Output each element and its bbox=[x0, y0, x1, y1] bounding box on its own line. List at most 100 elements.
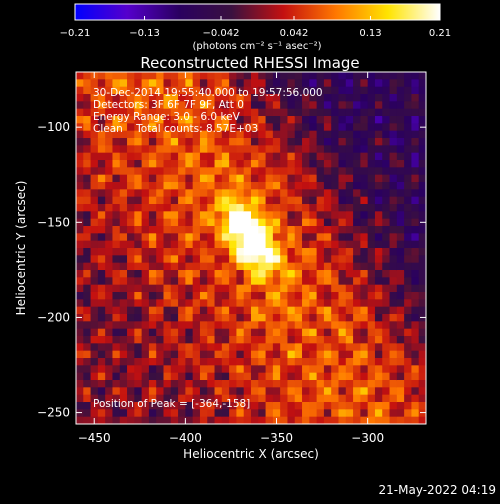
heatmap-cell bbox=[302, 365, 310, 374]
heatmap-cell bbox=[316, 160, 325, 168]
heatmap-cell bbox=[185, 262, 194, 271]
heatmap-cell bbox=[265, 86, 274, 95]
heatmap-cell bbox=[76, 86, 84, 95]
heatmap-cell bbox=[207, 101, 216, 110]
heatmap-cell bbox=[112, 314, 121, 322]
heatmap-cell bbox=[396, 79, 405, 88]
heatmap-cell bbox=[83, 79, 92, 88]
heatmap-cell bbox=[287, 299, 296, 308]
heatmap-cell bbox=[418, 314, 426, 322]
heatmap-cell bbox=[229, 292, 238, 300]
heatmap-cell bbox=[105, 226, 114, 234]
heatmap-cell bbox=[389, 130, 398, 139]
heatmap-cell bbox=[302, 160, 310, 168]
heatmap-cell bbox=[287, 233, 296, 242]
heatmap-cell bbox=[302, 270, 310, 278]
heatmap-cell bbox=[90, 167, 99, 176]
heatmap-cell bbox=[178, 394, 186, 403]
heatmap-cell bbox=[360, 145, 369, 154]
heatmap-cell bbox=[360, 174, 369, 183]
heatmap-cell bbox=[127, 130, 135, 139]
heatmap-cell bbox=[367, 152, 376, 161]
heatmap-cell bbox=[323, 94, 332, 102]
heatmap-cell bbox=[192, 262, 201, 271]
heatmap-cell bbox=[214, 233, 223, 242]
heatmap-cell bbox=[90, 240, 99, 249]
heatmap-cell bbox=[236, 108, 245, 117]
heatmap-cell bbox=[272, 270, 281, 278]
heatmap-cell bbox=[396, 218, 405, 227]
heatmap-cell bbox=[170, 240, 179, 249]
heatmap-cell bbox=[170, 204, 179, 212]
heatmap-cell bbox=[90, 182, 99, 190]
heatmap-cell bbox=[236, 328, 245, 337]
heatmap-cell bbox=[338, 306, 347, 315]
heatmap-cell bbox=[345, 86, 354, 95]
heatmap-cell bbox=[134, 174, 143, 183]
heatmap-cell bbox=[309, 328, 318, 337]
heatmap-cell bbox=[185, 277, 194, 286]
heatmap-cell bbox=[112, 402, 121, 410]
heatmap-cell bbox=[294, 160, 303, 168]
heatmap-cell bbox=[207, 196, 216, 205]
heatmap-cell bbox=[280, 248, 289, 256]
heatmap-cell bbox=[134, 211, 143, 220]
heatmap-cell bbox=[258, 350, 267, 359]
heatmap-cell bbox=[236, 387, 245, 396]
heatmap-cell bbox=[302, 409, 310, 418]
heatmap-cell bbox=[185, 86, 194, 95]
heatmap-cell bbox=[141, 218, 150, 227]
heatmap-cell bbox=[221, 358, 230, 366]
heatmap-cell bbox=[251, 321, 259, 330]
heatmap-cell bbox=[323, 380, 332, 388]
heatmap-cell bbox=[112, 380, 121, 388]
heatmap-cell bbox=[323, 204, 332, 212]
heatmap-cell bbox=[156, 196, 165, 205]
heatmap-cell bbox=[418, 160, 426, 168]
heatmap-cell bbox=[229, 138, 238, 146]
heatmap-cell bbox=[112, 138, 121, 146]
heatmap-cell bbox=[236, 174, 245, 183]
heatmap-cell bbox=[345, 226, 354, 234]
heatmap-cell bbox=[192, 108, 201, 117]
heatmap-cell bbox=[229, 358, 238, 366]
heatmap-cell bbox=[396, 277, 405, 286]
heatmap-cell bbox=[294, 211, 303, 220]
heatmap-cell bbox=[316, 284, 325, 293]
heatmap-cell bbox=[236, 416, 245, 424]
heatmap-cell bbox=[374, 394, 383, 403]
heatmap-cell bbox=[302, 358, 310, 366]
heatmap-cell bbox=[353, 262, 361, 271]
heatmap-cell bbox=[156, 130, 165, 139]
heatmap-cell bbox=[97, 248, 106, 256]
heatmap-cell bbox=[353, 328, 361, 337]
heatmap-cell bbox=[251, 409, 259, 418]
heatmap-cell bbox=[302, 416, 310, 424]
heatmap-cell bbox=[221, 292, 230, 300]
heatmap-cell bbox=[331, 328, 340, 337]
heatmap-cell bbox=[404, 130, 413, 139]
heatmap-cell bbox=[309, 306, 318, 315]
heatmap-cell bbox=[404, 299, 413, 308]
heatmap-cell bbox=[345, 145, 354, 154]
heatmap-cell bbox=[302, 394, 310, 403]
heatmap-cell bbox=[112, 365, 121, 374]
heatmap-cell bbox=[178, 233, 186, 242]
heatmap-cell bbox=[367, 182, 376, 190]
heatmap-cell bbox=[214, 211, 223, 220]
heatmap-cell bbox=[119, 387, 128, 396]
heatmap-cell bbox=[229, 226, 238, 234]
heatmap-cell bbox=[404, 189, 413, 198]
heatmap-cell bbox=[323, 292, 332, 300]
heatmap-cell bbox=[185, 189, 194, 198]
heatmap-cell bbox=[331, 409, 340, 418]
heatmap-cell bbox=[141, 167, 150, 176]
heatmap-cell bbox=[236, 262, 245, 271]
heatmap-cell bbox=[156, 211, 165, 220]
heatmap-cell bbox=[382, 350, 391, 359]
heatmap-cell bbox=[287, 372, 296, 381]
heatmap-cell bbox=[338, 284, 347, 293]
heatmap-cell bbox=[272, 328, 281, 337]
heatmap-cell bbox=[134, 358, 143, 366]
heatmap-cell bbox=[76, 350, 84, 359]
